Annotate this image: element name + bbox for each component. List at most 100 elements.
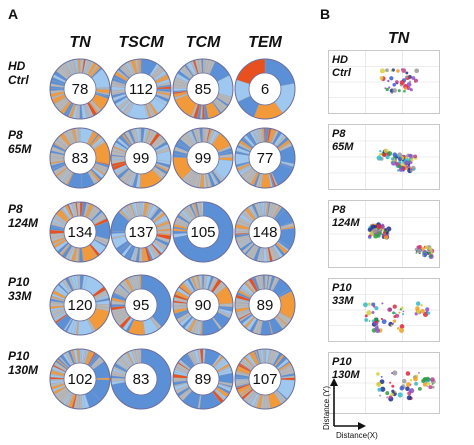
clonotype-count: 83 [132,370,150,388]
scatter-point [376,223,379,226]
scatter-point [384,87,387,89]
scatter-point [409,383,412,386]
row-label-line2: 65M [8,142,32,156]
scatter-point [386,396,389,399]
scatter-point [425,307,430,312]
scatter-point [368,320,371,322]
scatter-point [392,370,398,376]
clonotype-count: 105 [190,223,216,241]
scatter-point [380,386,386,392]
donut-chart: 112 [109,57,173,121]
scatter-point [377,231,382,236]
scatter-plot-label: P10 130M [332,356,360,382]
panel-b-title: TN [388,30,410,47]
scatter-point [413,376,418,382]
scatter-point [392,304,397,309]
column-header-tn: TN [69,34,91,51]
scatter-point [382,152,387,158]
scatter-point [420,304,423,307]
scatter-point [377,387,382,392]
scatter-point [406,82,412,87]
scatter-point [416,248,422,254]
clonotype-count: 95 [132,296,150,314]
scatter-point [404,86,408,90]
scatter-point [392,83,396,87]
scatter-point [368,234,372,238]
donut-chart: 78 [48,57,112,121]
donut-chart: 83 [48,126,112,190]
donut-chart: 102 [48,347,112,411]
scatter-point [379,379,385,385]
scatter-point [422,382,427,387]
scatter-point [410,158,414,162]
scatter-point [385,68,389,73]
scatter-point [382,231,386,234]
scatter-point [416,310,421,315]
scatter-point [392,322,395,325]
scatter-point [405,386,410,392]
scatter-label-line1: P10 [332,282,352,294]
scatter-label-line2: Ctrl [332,67,351,79]
scatter-point [409,379,413,382]
scatter-label-line2: 124M [332,217,360,229]
panel-b-letter: B [320,6,331,22]
scatter-point [401,68,407,73]
scatter-point [388,395,392,399]
scatter-point [402,166,405,169]
donut-chart: 120 [48,273,112,337]
row-label-line2: Ctrl [8,73,29,87]
row-label: P10 33M [8,275,31,303]
row-label-line1: P10 [8,275,30,289]
donut-chart: 105 [171,200,235,264]
scatter-point [393,315,397,319]
clonotype-count: 99 [132,149,150,167]
scatter-point [414,68,420,74]
scatter-point [379,394,382,397]
donut-chart: 99 [171,126,235,190]
scatter-point [385,155,390,160]
scatter-point [399,80,405,86]
clonotype-count: 107 [252,370,278,388]
scatter-point [409,388,415,394]
scatter-point [399,324,405,329]
donut-chart: 90 [171,273,235,337]
scatter-point [404,160,410,166]
scatter-point [397,157,402,162]
scatter-point [405,156,408,159]
scatter-point [399,328,404,333]
row-label-line1: HD [8,59,26,73]
scatter-point [405,382,411,387]
scatter-point [422,377,427,382]
scatter-point [408,153,413,158]
scatter-point [391,372,394,375]
scatter-plot-label: P8 124M [332,204,360,230]
scatter-label-line2: 33M [332,295,354,307]
scatter-point [411,76,416,81]
scatter-point [366,310,372,316]
scatter-point [416,245,420,249]
scatter-point [387,79,390,83]
scatter-plot: P10 33M [328,278,440,342]
scatter-point [431,385,435,389]
row-label-line2: 130M [8,363,39,377]
donut-chart: 137 [109,200,173,264]
donut-chart: 99 [109,126,173,190]
donut-chart: 107 [233,347,297,411]
row-label-line2: 33M [8,289,32,303]
clonotype-count: 77 [256,149,274,167]
clonotype-count: 112 [129,80,153,98]
row-label: P10 130M [8,349,38,377]
scatter-point [413,154,418,159]
scatter-point [379,153,382,156]
scatter-point [409,169,413,172]
scatter-point [387,307,392,312]
scatter-point [389,381,392,384]
scatter-point [398,160,402,164]
scatter-point [399,167,404,172]
scatter-point [426,311,431,315]
scatter-label-line2: 65M [332,141,354,153]
scatter-point [381,223,385,227]
donut-chart: 77 [233,126,297,190]
clonotype-count: 120 [67,296,93,314]
scatter-point [399,386,405,391]
